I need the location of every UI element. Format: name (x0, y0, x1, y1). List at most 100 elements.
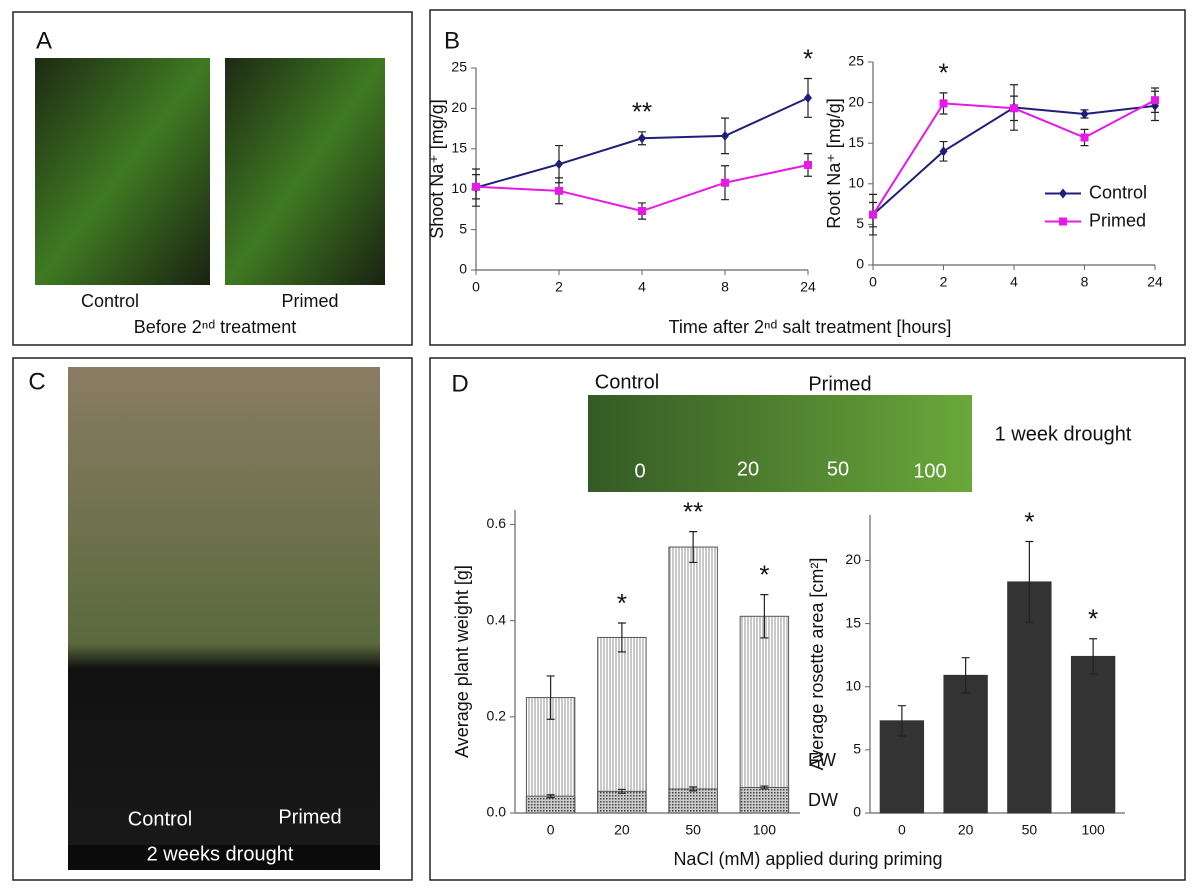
bar (1070, 655, 1116, 814)
series-label: FW (808, 750, 836, 770)
error-bar (689, 531, 698, 564)
error-bar (546, 794, 555, 799)
x-tick-label: 100 (753, 822, 777, 838)
error-bar (897, 705, 906, 737)
panel-letter: D (451, 370, 468, 397)
x-tick-label: 0 (547, 822, 555, 838)
error-bar (1025, 540, 1034, 623)
x-tick-label: 100 (1081, 822, 1105, 838)
photo (225, 58, 385, 285)
x-axis-label: NaCl (mM) applied during priming (673, 849, 942, 869)
significance: ** (632, 97, 652, 127)
y-tick-label: 20 (451, 99, 467, 115)
y-tick-label: 15 (845, 614, 861, 630)
y-tick-label: 10 (451, 180, 467, 196)
error-bar (760, 594, 769, 639)
bar (668, 788, 718, 814)
bar (597, 790, 647, 814)
y-tick-label: 15 (451, 140, 467, 156)
bar (668, 546, 718, 814)
series-label: DW (808, 790, 838, 810)
photo-label: 0 (634, 460, 645, 482)
y-axis-label: Average rosette area [cm²] (807, 558, 827, 771)
panel-letter: B (444, 27, 460, 54)
photo-label: Control (81, 291, 139, 311)
significance: * (759, 560, 769, 590)
photo-label: Primed (278, 806, 341, 828)
y-axis-label: Average plant weight [g] (452, 565, 472, 758)
x-tick-label: 24 (800, 279, 816, 295)
bar (525, 795, 576, 814)
error-bar (617, 622, 626, 653)
photo-caption: Before 2ⁿᵈ treatment (134, 317, 296, 337)
y-tick-label: 5 (853, 741, 861, 757)
marker (1080, 108, 1089, 119)
marker (804, 160, 812, 169)
photo-label: 100 (913, 460, 946, 482)
y-tick-label: 15 (848, 134, 864, 150)
y-tick-label: 0.4 (487, 611, 507, 627)
y-tick-label: 20 (848, 93, 864, 109)
marker (1151, 96, 1159, 105)
photo-strip (68, 845, 380, 870)
photo (68, 367, 380, 870)
marker (638, 133, 646, 144)
x-tick-label: 2 (555, 279, 563, 295)
x-axis-label: Time after 2ⁿᵈ salt treatment [hours] (669, 317, 952, 337)
y-axis-label: Root Na⁺ [mg/g] (824, 98, 844, 229)
legend-label: Control (1089, 182, 1147, 202)
panel-frame (429, 357, 1186, 881)
y-tick-label: 0 (459, 261, 467, 277)
bar (739, 615, 790, 814)
significance: * (1088, 604, 1098, 634)
legend-marker (1059, 217, 1067, 226)
x-tick-label: 50 (1022, 822, 1038, 838)
photo-label: Control (128, 808, 192, 830)
x-tick-label: 0 (898, 822, 906, 838)
x-tick-label: 8 (1081, 274, 1089, 290)
x-tick-label: 4 (638, 279, 646, 295)
photo (588, 395, 972, 492)
y-tick-label: 10 (848, 175, 864, 191)
x-tick-label: 20 (958, 822, 974, 838)
panel-letter: C (28, 368, 45, 395)
y-tick-label: 25 (451, 59, 467, 75)
error-bar (961, 657, 970, 694)
marker (721, 178, 729, 187)
photo-label: 50 (827, 458, 849, 480)
panel-frame (429, 9, 1186, 346)
error-bar (546, 675, 555, 720)
y-tick-label: 0 (853, 804, 861, 820)
y-tick-label: 20 (845, 551, 861, 567)
x-tick-label: 24 (1147, 274, 1163, 290)
bar (597, 636, 647, 814)
panel-letter: A (36, 27, 52, 54)
significance: * (938, 58, 948, 88)
marker (1080, 133, 1089, 142)
legend-label: Primed (1089, 210, 1146, 230)
photo-label: 20 (737, 458, 759, 480)
marker (555, 159, 563, 170)
y-tick-label: 0.0 (487, 804, 507, 820)
marker (869, 210, 877, 219)
bar (943, 674, 988, 814)
marker (638, 207, 646, 216)
y-tick-label: 0.6 (487, 515, 507, 531)
significance: * (803, 43, 813, 73)
significance: * (617, 588, 627, 618)
photo-label: Primed (808, 373, 871, 395)
y-tick-label: 0 (856, 256, 864, 272)
error-bar (1089, 638, 1098, 675)
y-tick-label: 10 (845, 677, 861, 693)
panel-frame (12, 11, 413, 346)
x-tick-label: 50 (685, 822, 701, 838)
y-tick-label: 0.2 (487, 708, 507, 724)
marker (939, 146, 948, 157)
marker (555, 186, 563, 195)
marker (721, 130, 729, 141)
photo (35, 58, 210, 285)
x-tick-label: 4 (1010, 274, 1018, 290)
x-tick-label: 2 (940, 274, 948, 290)
legend-marker (1059, 188, 1067, 199)
